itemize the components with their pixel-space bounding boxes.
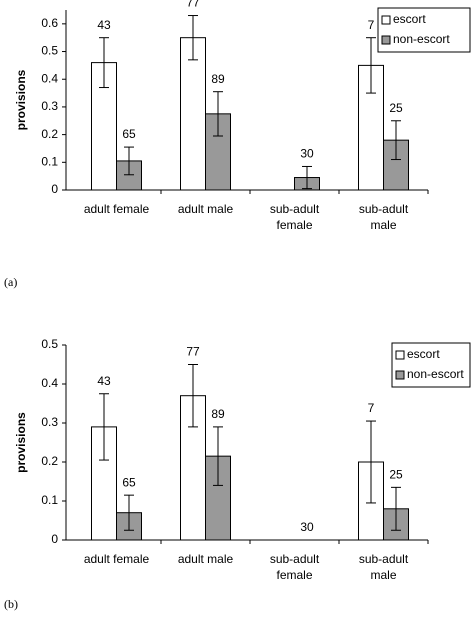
sample-size-label: 25 xyxy=(389,101,403,115)
legend-label: non-escort xyxy=(393,32,450,46)
y-tick-label: 0.6 xyxy=(41,16,58,30)
legend-swatch xyxy=(381,15,391,25)
label-line: sub-adult xyxy=(270,202,320,216)
legend-swatch xyxy=(395,350,405,360)
bar xyxy=(180,37,206,191)
x-tick-label: adult female xyxy=(84,202,150,216)
label-line: sub-adult xyxy=(359,552,409,566)
y-tick-label: 0.3 xyxy=(41,99,58,113)
sample-size-label: 7 xyxy=(368,401,375,415)
y-tick-label: 0 xyxy=(51,532,58,546)
label-line: male xyxy=(370,568,396,582)
legend-swatch xyxy=(381,35,391,45)
bar xyxy=(91,62,117,191)
sample-size-label: 7 xyxy=(368,18,375,32)
sample-size-label: 30 xyxy=(300,520,314,534)
sample-size-label: 89 xyxy=(211,407,225,421)
y-tick-label: 0.5 xyxy=(41,337,58,351)
legend-label: escort xyxy=(393,12,426,26)
label-line: female xyxy=(276,218,312,232)
sample-size-label: 89 xyxy=(211,72,225,86)
y-tick-label: 0.2 xyxy=(41,454,58,468)
y-tick-label: 0.1 xyxy=(41,493,58,507)
bar xyxy=(116,160,142,191)
x-tick-label: sub-adult male xyxy=(359,202,409,232)
panel-label: (a) xyxy=(4,275,17,289)
panel-label: (b) xyxy=(4,597,18,611)
sample-size-label: 43 xyxy=(97,18,111,32)
x-tick-label: sub-adult female xyxy=(270,552,320,582)
label-line: sub-adult xyxy=(359,202,409,216)
y-tick-label: 0.4 xyxy=(41,71,58,85)
sample-size-label: 43 xyxy=(97,374,111,388)
y-tick-label: 0.5 xyxy=(41,44,58,58)
label-line: male xyxy=(370,218,396,232)
y-axis-label: provisions xyxy=(14,412,28,473)
x-tick-label: adult female xyxy=(84,552,150,566)
sample-size-label: 77 xyxy=(186,0,200,10)
y-tick-label: 0.2 xyxy=(41,127,58,141)
x-tick-label: sub-adult male xyxy=(359,552,409,582)
y-tick-label: 0 xyxy=(51,182,58,196)
x-tick-label: adult male xyxy=(178,552,234,566)
legend-box xyxy=(391,342,471,388)
y-tick-label: 0.1 xyxy=(41,154,58,168)
x-tick-label: sub-adult female xyxy=(270,202,320,232)
sample-size-label: 77 xyxy=(186,345,200,359)
y-tick-label: 0.3 xyxy=(41,415,58,429)
y-axis-label: provisions xyxy=(14,69,28,130)
legend-box xyxy=(377,7,471,53)
label-line: female xyxy=(276,568,312,582)
legend-label: non-escort xyxy=(407,367,464,381)
legend-label: escort xyxy=(407,347,440,361)
sample-size-label: 30 xyxy=(300,147,314,161)
y-tick-label: 0.4 xyxy=(41,376,58,390)
legend-swatch xyxy=(395,370,405,380)
sample-size-label: 25 xyxy=(389,468,403,482)
x-tick-label: adult male xyxy=(178,202,234,216)
sample-size-label: 65 xyxy=(122,475,136,489)
label-line: sub-adult xyxy=(270,552,320,566)
sample-size-label: 65 xyxy=(122,127,136,141)
